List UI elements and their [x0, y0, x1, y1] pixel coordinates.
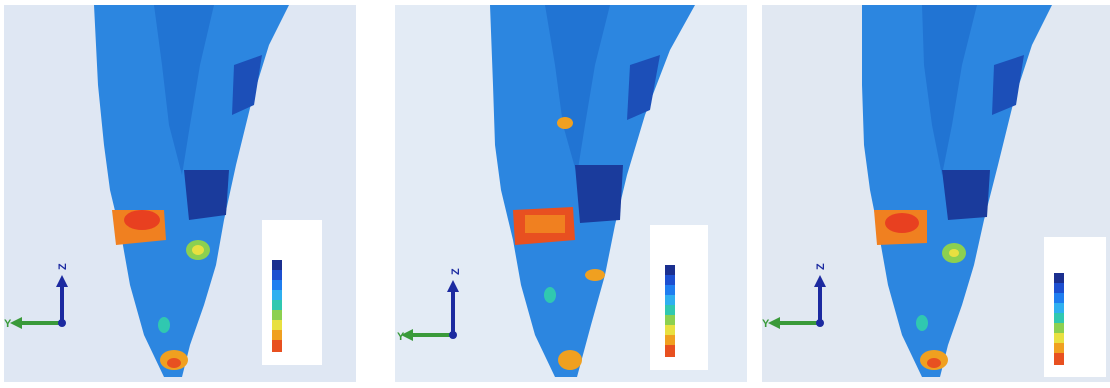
legend-box	[650, 225, 708, 370]
fem-stress-image-2: Z Y	[395, 5, 747, 382]
fem-panel-3: Z Y	[762, 5, 1110, 382]
legend-color-scale	[272, 260, 282, 352]
fem-stress-image-3: Z Y	[762, 5, 1110, 382]
axis-triad: Z Y	[762, 263, 827, 330]
axis-label-y: Y	[4, 318, 12, 330]
fem-stress-image-1: Z Y	[4, 5, 356, 382]
axis-label-z: Z	[57, 263, 69, 270]
axis-label-z: Z	[450, 268, 462, 275]
axis-label-y: Y	[762, 318, 770, 330]
legend-color-scale	[665, 265, 675, 357]
fem-panel-1: Z Y	[4, 5, 356, 382]
axis-triad: Z Y	[397, 268, 462, 343]
axis-triad: Z Y	[4, 263, 69, 330]
legend-box	[1044, 237, 1106, 377]
legend-box	[262, 220, 322, 365]
legend-color-scale	[1054, 273, 1064, 365]
axis-label-z: Z	[815, 263, 827, 270]
fem-panel-2: Z Y	[395, 5, 747, 382]
axis-label-y: Y	[397, 331, 405, 343]
